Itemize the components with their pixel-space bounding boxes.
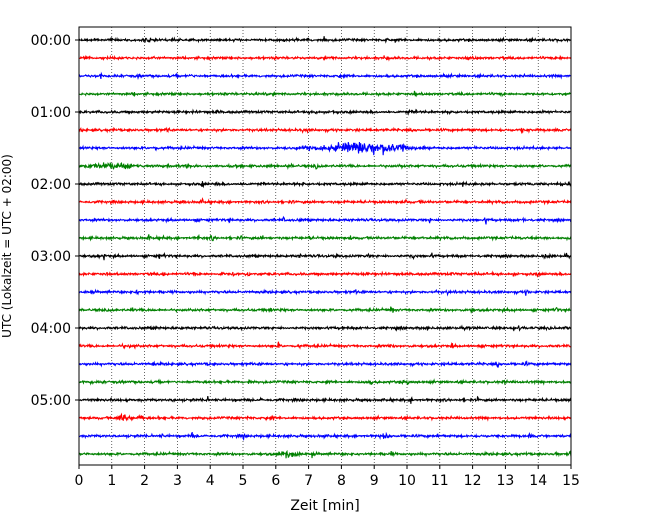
- seismic-trace: [78, 197, 572, 206]
- seismic-trace: [78, 90, 572, 98]
- x-tick-label: 15: [562, 473, 580, 489]
- seismic-trace: [78, 359, 572, 368]
- x-axis-label: Zeit [min]: [290, 498, 359, 514]
- seismic-trace: [78, 431, 572, 441]
- y-tick-label: 00:00: [31, 33, 71, 49]
- seismic-trace: [78, 108, 572, 116]
- x-tick-label: 0: [75, 473, 84, 489]
- y-axis-label: UTC (Lokalzeit = UTC + 02:00): [0, 154, 14, 338]
- y-tick-label: 04:00: [31, 321, 71, 337]
- x-tick-label: 4: [206, 473, 215, 489]
- x-tick-label: 6: [271, 473, 280, 489]
- seismic-trace: [78, 270, 572, 278]
- x-tick-label: 11: [431, 473, 449, 489]
- seismic-trace: [78, 141, 572, 156]
- y-tick-label: 05:00: [31, 393, 71, 409]
- x-tick-label: 13: [496, 473, 514, 489]
- seismic-trace: [78, 251, 572, 261]
- x-tick-label: 3: [173, 473, 182, 489]
- y-tick-label: 01:00: [31, 105, 71, 121]
- seismic-trace: [78, 161, 572, 170]
- seismic-trace: [78, 306, 572, 314]
- y-tick-label: 03:00: [31, 249, 71, 265]
- seismic-trace: [78, 36, 572, 44]
- seismic-trace: [78, 395, 572, 404]
- trace-group: [78, 36, 572, 459]
- x-axis-ticks: 0 1 2 3 4 5 6 7 8 9 10 11 12 13 14 15: [75, 465, 580, 489]
- x-tick-label: 1: [107, 473, 116, 489]
- y-axis-ticks: 00:00 01:00 02:00 03:00 04:00 05:00: [31, 33, 79, 409]
- seismic-trace: [78, 378, 572, 386]
- seismic-trace: [78, 180, 572, 189]
- x-tick-label: 2: [140, 473, 149, 489]
- y-tick-label: 02:00: [31, 177, 71, 193]
- seismic-trace: [78, 71, 572, 81]
- seismic-trace: [78, 324, 572, 332]
- vertical-grid: [111, 27, 539, 465]
- seismic-trace: [78, 341, 572, 350]
- x-tick-label: 14: [529, 473, 547, 489]
- plot-frame: [78, 26, 572, 466]
- x-tick-label: 9: [370, 473, 379, 489]
- x-tick-label: 7: [304, 473, 313, 489]
- seismic-trace: [78, 215, 572, 225]
- seismic-trace: [78, 126, 572, 134]
- x-tick-label: 8: [337, 473, 346, 489]
- x-tick-label: 12: [464, 473, 482, 489]
- seismic-trace: [78, 288, 572, 297]
- seismic-trace: [78, 449, 572, 459]
- seismic-trace: [78, 412, 572, 422]
- seismic-trace: [78, 54, 572, 62]
- x-tick-label: 5: [239, 473, 248, 489]
- x-tick-label: 10: [398, 473, 416, 489]
- seismic-trace: [78, 233, 572, 242]
